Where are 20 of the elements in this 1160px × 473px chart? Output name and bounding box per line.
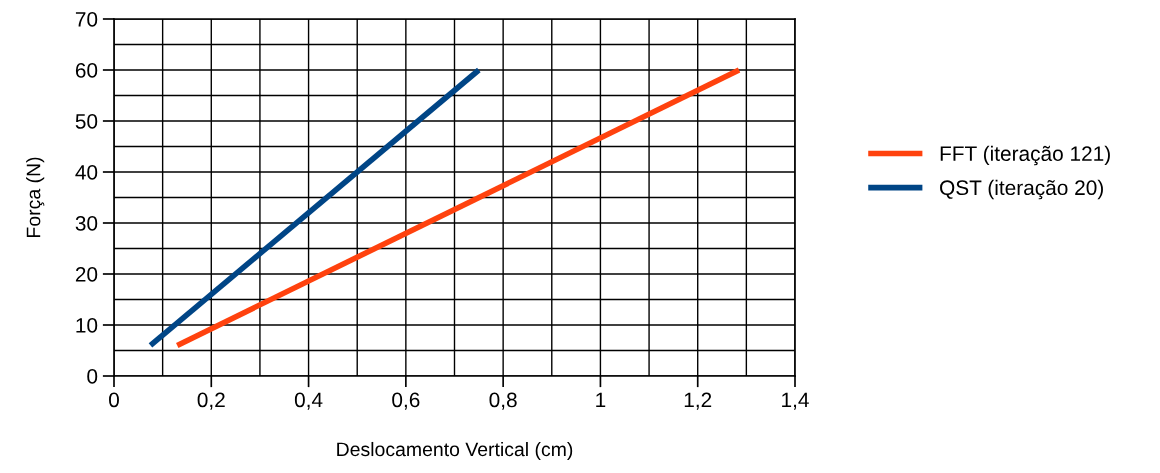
x-tick-label: 0 bbox=[109, 392, 119, 408]
x-tick-label: 0,6 bbox=[392, 392, 420, 410]
y-tick-label: 10 bbox=[76, 318, 98, 333]
x-tick-label: 1,2 bbox=[684, 392, 712, 410]
x-tick-label: 0,2 bbox=[197, 392, 225, 410]
y-tick-label: 60 bbox=[75, 63, 98, 78]
x-tick-label: 1,4 bbox=[782, 392, 809, 410]
y-tick-label: 50 bbox=[75, 114, 98, 129]
y-tick-label: 30 bbox=[75, 216, 98, 231]
x-tick-label: 1 bbox=[596, 392, 606, 408]
legend-label: FFT (iteração 121) bbox=[940, 145, 1110, 166]
x-tick-label: 0,8 bbox=[489, 392, 517, 410]
y-tick-label: 40 bbox=[75, 165, 98, 180]
y-axis-title: Força (N) bbox=[26, 157, 45, 237]
y-tick-label: 20 bbox=[75, 267, 98, 282]
x-axis-title: Deslocamento Vertical (cm) bbox=[337, 441, 573, 461]
x-tick-label: 0,4 bbox=[294, 392, 323, 410]
y-tick-label: 70 bbox=[75, 12, 98, 27]
y-tick-label: 0 bbox=[87, 369, 98, 384]
legend-label: QST (iteração 20) bbox=[940, 179, 1103, 200]
